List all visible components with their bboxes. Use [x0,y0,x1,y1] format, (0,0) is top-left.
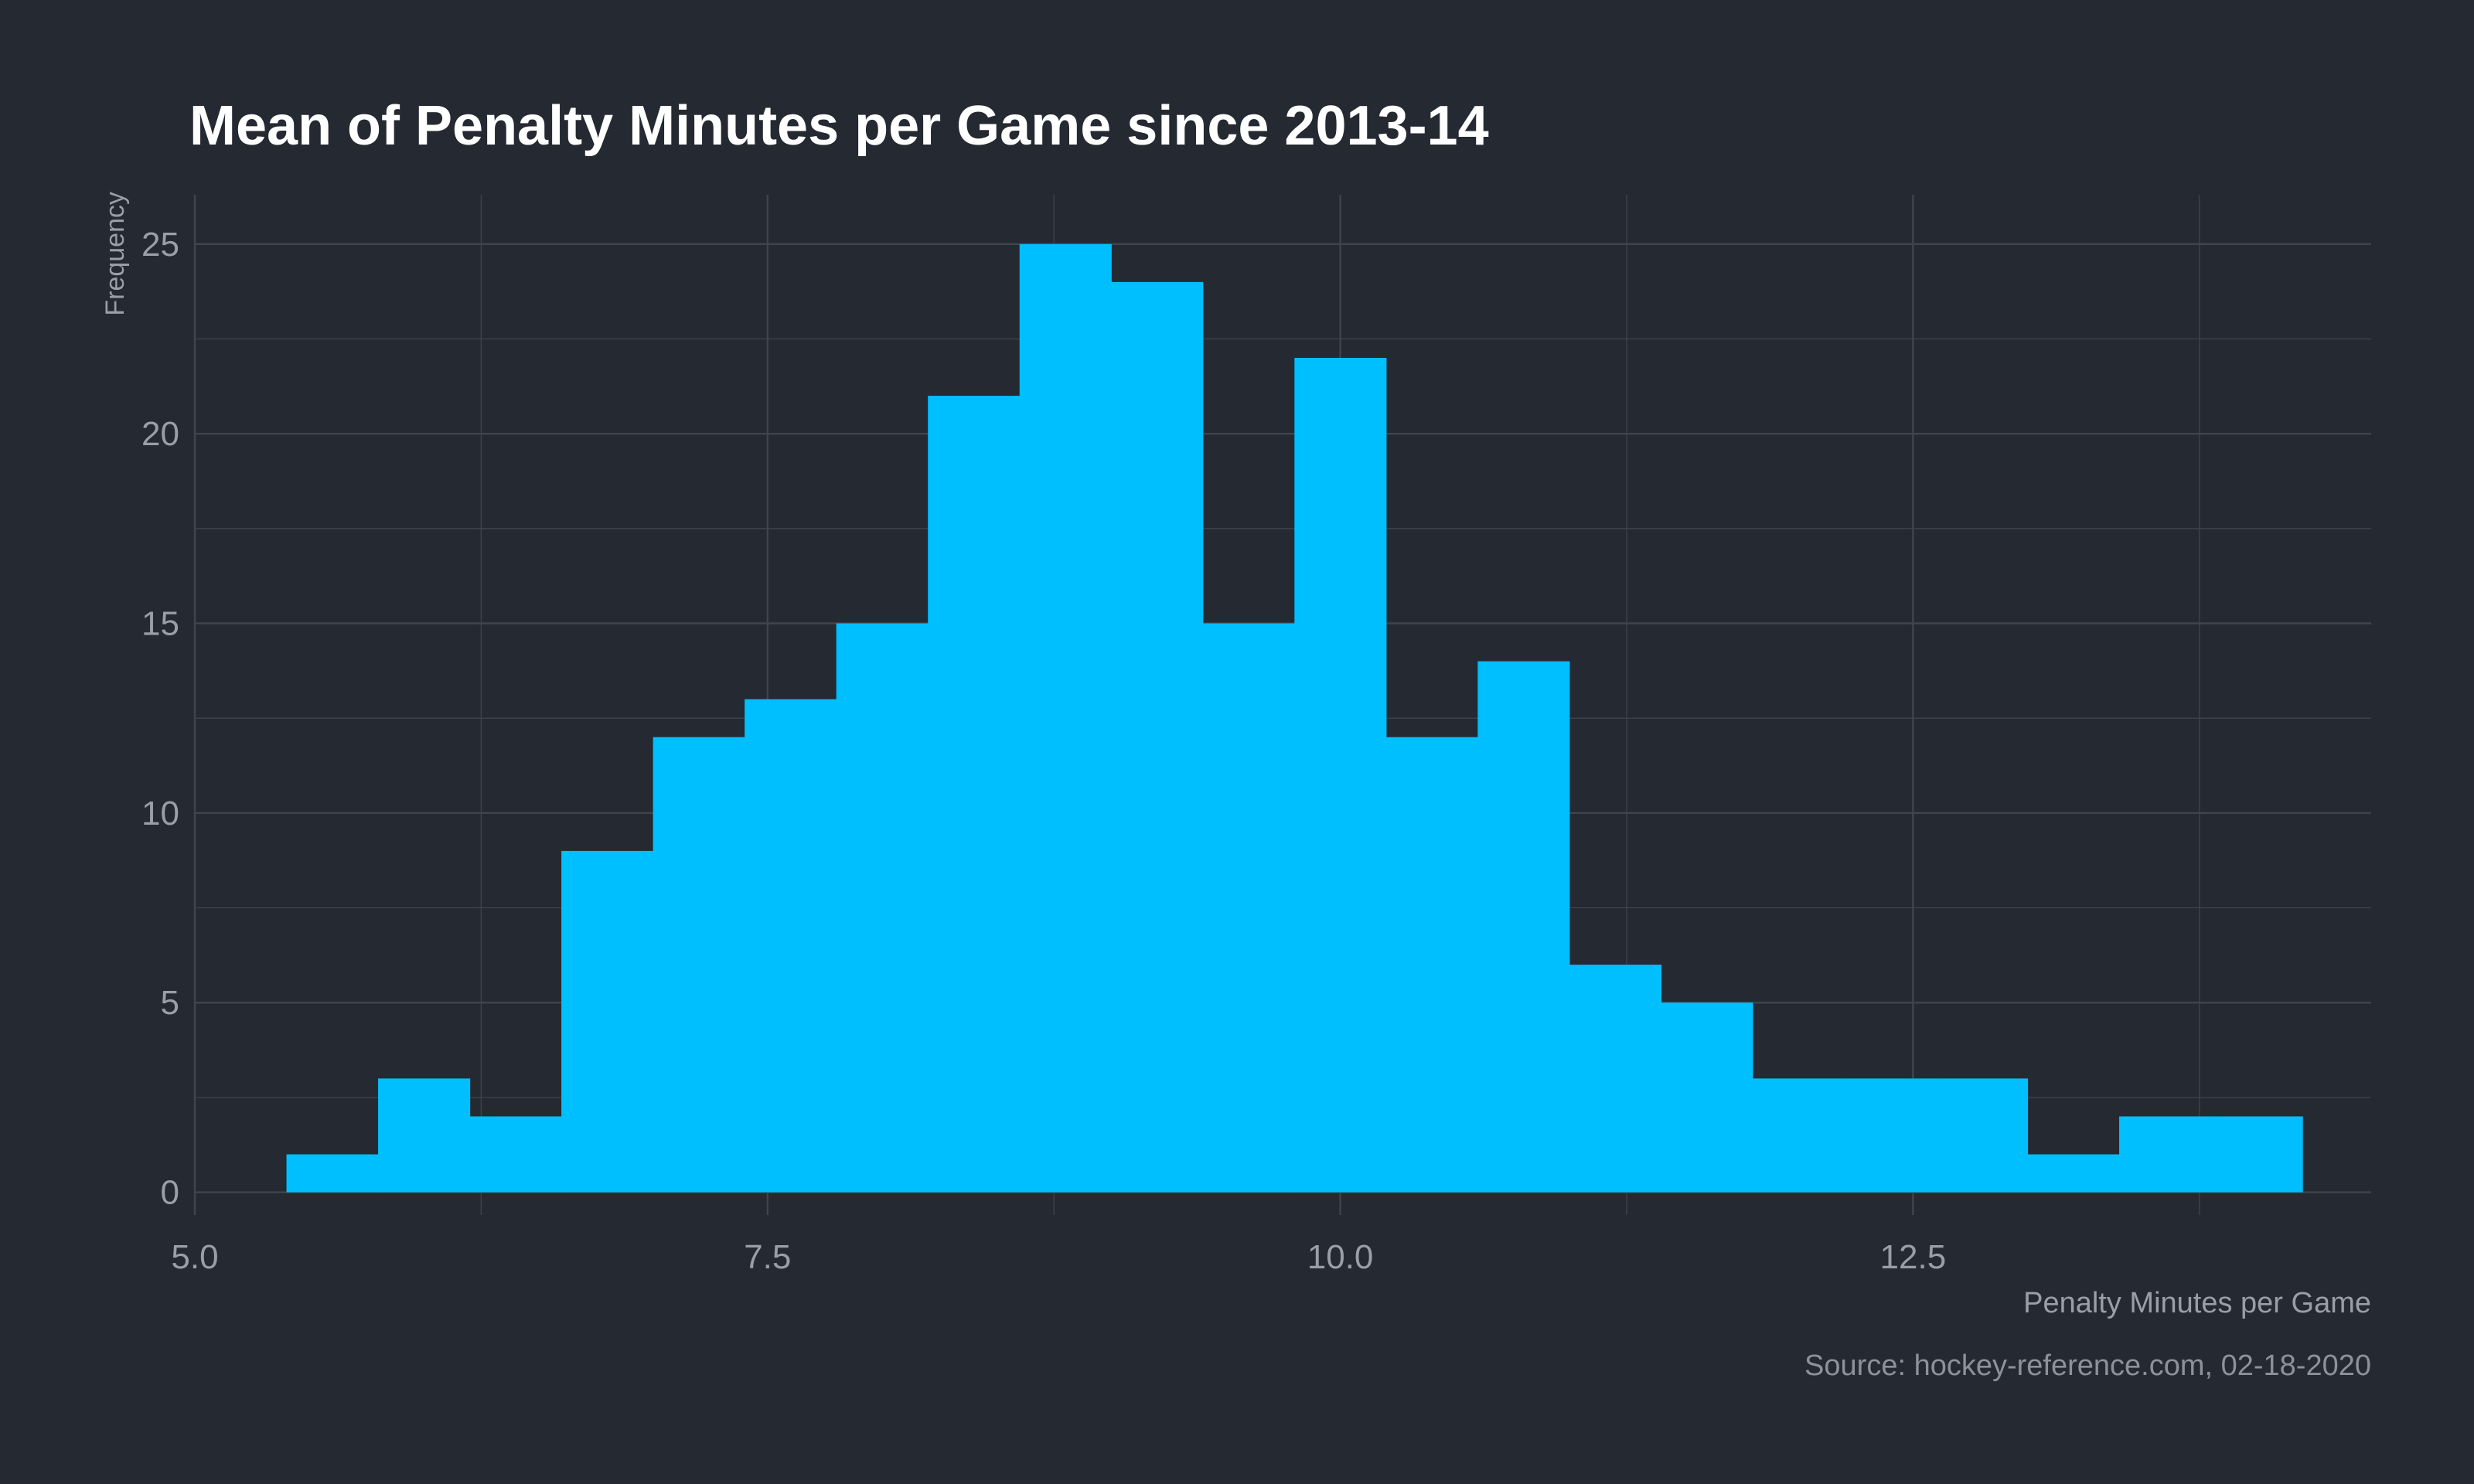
x-tick-label: 5.0 [171,1238,218,1276]
y-tick-label: 5 [161,984,179,1022]
histogram-bar [378,1078,471,1193]
histogram-bar [653,737,745,1193]
y-tick-label: 20 [141,415,179,453]
histogram-bar [1294,358,1387,1193]
y-tick-label: 0 [161,1174,179,1212]
histogram-bar [286,1154,379,1193]
histogram-bar [469,1116,562,1193]
histogram-bar [1019,243,1112,1193]
chart-title: Mean of Penalty Minutes per Game since 2… [189,95,1489,157]
x-tick-label: 12.5 [1880,1238,1947,1276]
histogram-bar [2027,1154,2120,1193]
histogram-bars [286,243,2303,1193]
y-axis-title: Frequency [101,192,130,316]
histogram-bar [1844,1078,1937,1193]
histogram-bar [1111,281,1204,1193]
histogram-bar [1202,623,1295,1193]
histogram-bar [928,396,1021,1193]
histogram-bar [745,699,837,1193]
y-tick-label: 25 [141,226,179,264]
histogram-bar [1477,661,1570,1193]
histogram-bar [1661,1002,1753,1193]
x-tick-label: 10.0 [1307,1238,1374,1276]
histogram-bar [1385,737,1478,1193]
histogram-bar [836,623,929,1193]
histogram-bar [1752,1078,1845,1193]
y-axis-tick-labels: 0 5 10 15 20 25 [141,226,179,1212]
x-tick-label: 7.5 [744,1238,791,1276]
y-tick-label: 10 [141,795,179,832]
histogram-bar [2210,1116,2303,1193]
source-caption: Source: hockey-reference.com, 02-18-2020 [1804,1350,2371,1382]
x-axis-tick-labels: 5.0 7.5 10.0 12.5 [171,1238,1946,1276]
x-axis-title: Penalty Minutes per Game [2023,1287,2371,1319]
histogram-bar [2119,1116,2212,1193]
y-tick-label: 15 [141,604,179,642]
histogram-bar [1569,965,1662,1193]
histogram-bar [1936,1078,2029,1193]
histogram-bar [561,850,654,1193]
